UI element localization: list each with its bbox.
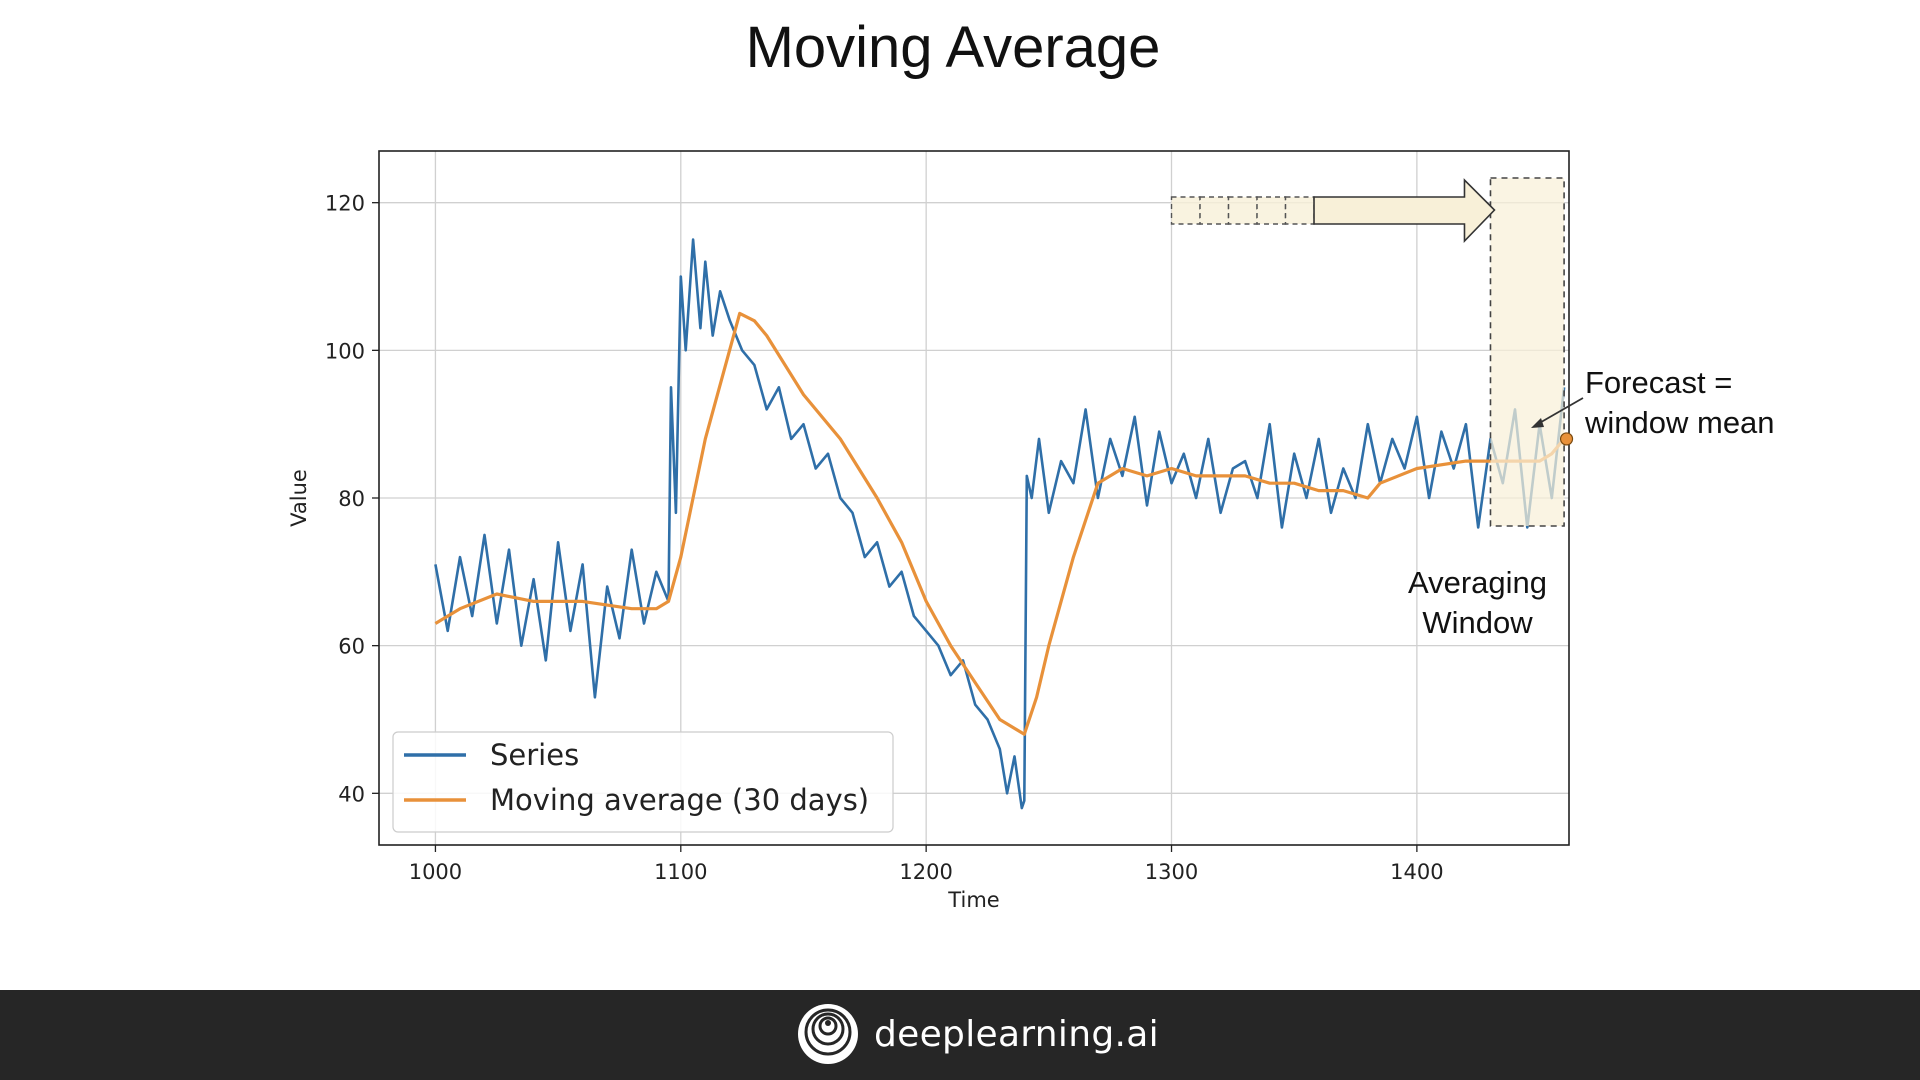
moving-average-chart: 1000 1100 1200 1300 1400 40 60 80 100 120 Time Va… bbox=[287, 150, 1584, 912]
y-tick-label: 40 bbox=[338, 782, 365, 806]
x-tick-label: 1000 bbox=[409, 860, 462, 884]
x-tick-label: 1300 bbox=[1145, 860, 1198, 884]
series-line bbox=[434, 238, 1566, 810]
legend: Series Moving average (30 days) bbox=[392, 731, 894, 833]
window-trail-box bbox=[1199, 196, 1230, 225]
x-axis-label: Time bbox=[947, 888, 999, 912]
x-tick-label: 1100 bbox=[654, 860, 707, 884]
window-illustration bbox=[1170, 177, 1565, 527]
footer-bar bbox=[0, 990, 1920, 1080]
forecast-pointer-arrow bbox=[1535, 397, 1584, 426]
legend-label-moving-average: Moving average (30 days) bbox=[490, 783, 869, 817]
slide-title: Moving Average bbox=[745, 15, 1161, 80]
y-tick-label: 120 bbox=[325, 192, 365, 216]
window-trail-box bbox=[1284, 196, 1315, 225]
window-annotation-line2: Window bbox=[1422, 605, 1533, 640]
slide-direction-arrow bbox=[1313, 178, 1496, 243]
forecast-annotation-line1: Forecast = bbox=[1585, 365, 1733, 400]
averaging-window-annotation: Averaging Window bbox=[1390, 563, 1565, 643]
legend-label-series: Series bbox=[490, 738, 579, 772]
brand-logo: deeplearning.ai bbox=[796, 1002, 1159, 1066]
window-trail-box bbox=[1227, 196, 1258, 225]
y-tick-label: 80 bbox=[338, 487, 365, 511]
y-axis-label: Value bbox=[287, 469, 311, 527]
moving-average-line bbox=[434, 311, 1566, 736]
forecast-pointer-arrowhead bbox=[1531, 418, 1544, 428]
axis-ticks: 1000 1100 1200 1300 1400 40 60 80 100 120 bbox=[325, 192, 1444, 884]
x-tick-label: 1400 bbox=[1390, 860, 1443, 884]
forecast-annotation: Forecast = window mean bbox=[1585, 363, 1775, 443]
window-trail-box bbox=[1170, 196, 1201, 225]
forecast-point bbox=[1559, 432, 1574, 446]
deeplearning-logo-icon bbox=[798, 1004, 858, 1064]
x-tick-label: 1200 bbox=[899, 860, 952, 884]
y-tick-label: 60 bbox=[338, 635, 365, 659]
legend-box bbox=[392, 731, 894, 833]
brand-name: deeplearning.ai bbox=[874, 1013, 1159, 1055]
averaging-window-box bbox=[1489, 177, 1565, 527]
window-trail-box bbox=[1256, 196, 1287, 225]
forecast-annotation-line2: window mean bbox=[1585, 405, 1775, 440]
series-layer bbox=[434, 238, 1566, 810]
window-annotation-line1: Averaging bbox=[1407, 565, 1548, 600]
y-tick-label: 100 bbox=[325, 339, 365, 363]
